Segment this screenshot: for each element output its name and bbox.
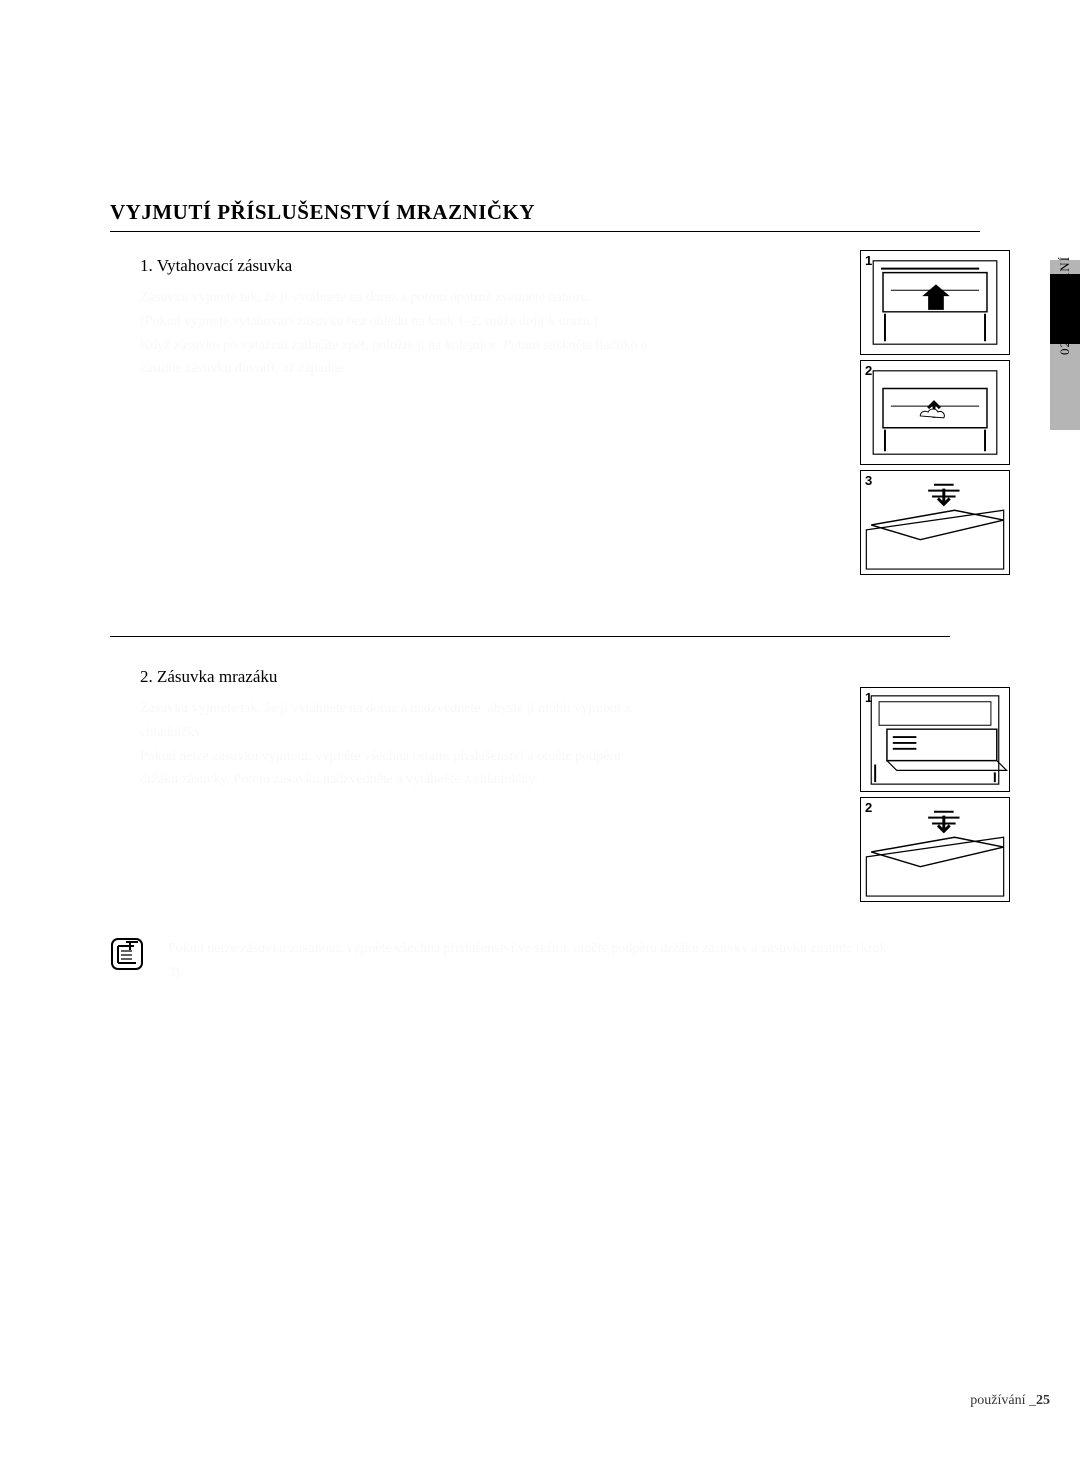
subsection-2-body: Zásuvku vyjmete tak, že ji vytáhnete na … [140, 697, 660, 792]
subsection-1: 1. Vytahovací zásuvka Zásuvku vyjmete ta… [140, 256, 980, 596]
page-number: 25 [1036, 1393, 1050, 1408]
figure-2-1: 1 [860, 687, 1010, 792]
figure-label: 2 [865, 363, 872, 378]
page-footer: používání _25 [970, 1393, 1050, 1409]
note-text: Pokud nelze zásuvku zasunout, vyjměte vš… [168, 937, 888, 985]
subsection-2-figures: 1 2 [860, 687, 1010, 907]
drawer-pull-icon [861, 251, 1009, 354]
note-icon [110, 937, 144, 971]
main-heading: VYJMUTÍ PŘÍSLUŠENSTVÍ MRAZNIČKY [110, 200, 980, 232]
drawer-lift-icon [861, 361, 1009, 464]
section-divider [110, 636, 950, 637]
figure-1-3: 3 [860, 470, 1010, 575]
subsection-1-title: 1. Vytahovací zásuvka [140, 256, 980, 276]
rail-press-icon [861, 471, 1009, 574]
side-tab-label: 02 POUŽÍVÁNÍ [1057, 256, 1073, 355]
page-ref-label: používání [970, 1393, 1025, 1408]
figure-label: 1 [865, 690, 872, 705]
figure-label: 3 [865, 473, 872, 488]
subsection-2-title: 2. Zásuvka mrazáku [140, 667, 980, 687]
figure-1-1: 1 [860, 250, 1010, 355]
page-content: VYJMUTÍ PŘÍSLUŠENSTVÍ MRAZNIČKY 1. Vytah… [110, 200, 980, 985]
section-side-tab: 02 POUŽÍVÁNÍ [1050, 260, 1080, 580]
figure-2-2: 2 [860, 797, 1010, 902]
figure-1-2: 2 [860, 360, 1010, 465]
rail-press-icon [861, 798, 1009, 901]
subsection-2: 2. Zásuvka mrazáku Zásuvku vyjmete tak, … [140, 667, 980, 907]
subsection-1-figures: 1 2 [860, 250, 1010, 580]
figure-label: 1 [865, 253, 872, 268]
note-row: Pokud nelze zásuvku zasunout, vyjměte vš… [110, 937, 980, 985]
subsection-1-body: Zásuvku vyjmete tak, že ji vytáhnete na … [140, 286, 660, 381]
figure-label: 2 [865, 800, 872, 815]
freezer-drawer-icon [861, 688, 1009, 791]
